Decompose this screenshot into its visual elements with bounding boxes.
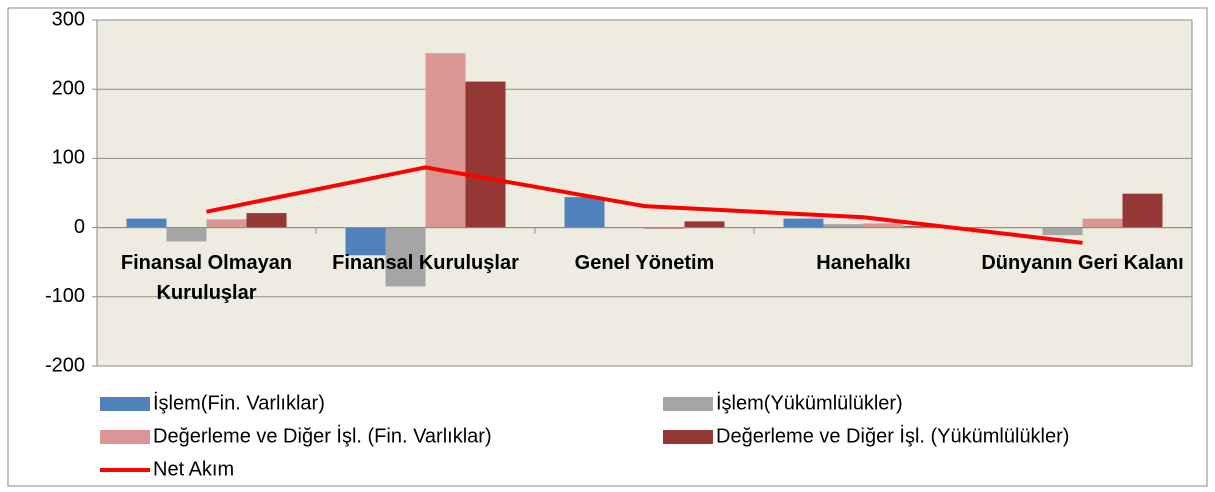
line-series [206,165,1083,245]
y-tick-label: -200 [45,354,85,376]
bar [385,227,426,287]
x-tick-label: Genel Yönetim [574,251,715,274]
plot-area [96,19,1193,367]
y-tick-label: 0 [74,216,85,238]
bar [206,219,247,228]
bar [246,213,287,228]
bar [783,218,824,228]
y-tick-label: 300 [52,8,85,30]
legend-label: Net Akım [153,458,234,480]
bar [644,227,685,229]
legend-swatch [663,430,713,444]
y-tick-label: 100 [52,147,85,169]
bar [863,223,904,228]
legend-label: İşlem(Yükümlülükler) [716,391,903,414]
y-tick-label: 200 [52,77,85,99]
bar [1042,227,1083,236]
x-tick-label: Finansal Olmayan Kuruluşlar [120,251,293,304]
bar [126,218,167,228]
bar [425,53,466,228]
legend-label: Değerleme ve Diğer İşl. (Fin. Varlıklar) [153,424,492,447]
legend-swatch [100,430,150,444]
bar [684,221,725,228]
bar [1122,193,1163,228]
bar [166,227,207,242]
bar [823,224,864,228]
bar [564,197,605,228]
x-tick-label: Finansal Kuruluşlar [332,251,519,274]
legend-label: Değerleme ve Diğer İşl. (Yükümlülükler) [716,424,1069,447]
bar [345,227,386,256]
legend-label: İşlem(Fin. Varlıklar) [153,391,325,414]
bar [465,81,506,228]
legend-swatch [100,397,150,411]
bar [1082,218,1123,228]
y-tick-label: -100 [45,285,85,307]
x-tick-label: Dünyanın Geri Kalanı [981,251,1184,274]
x-tick-label: Hanehalkı [816,251,911,274]
bar [903,226,944,228]
legend-swatch [663,397,713,411]
